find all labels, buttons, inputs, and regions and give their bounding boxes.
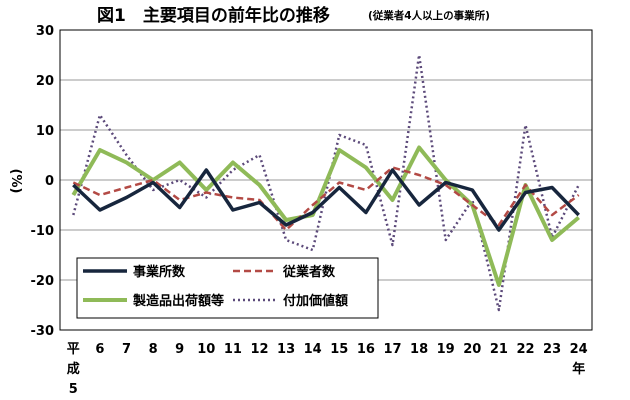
legend-label-2: 製造品出荷額等 [132,293,224,309]
x-tick-label: 9 [175,342,184,357]
x-tick-label: 成 [67,361,80,377]
y-tick-label: 0 [45,174,54,189]
y-axis: 30 20 10 0 -10 -20 -30 [31,24,55,339]
legend-box [76,257,379,319]
legend-label-3: 付加価値額 [283,293,348,309]
y-tick-label: -20 [31,274,55,289]
y-tick-label: 10 [36,124,54,139]
x-tick-label: 19 [437,342,455,357]
x-tick-label: 平 [67,342,80,357]
legend-label-1: 従業者数 [282,264,336,280]
svg-text:(%): (%) [8,169,23,194]
x-tick-label: 5 [69,382,78,397]
x-tick-label: 16 [357,342,375,357]
x-tick-label: 15 [330,342,348,357]
y-tick-label: -10 [31,224,55,239]
y-tick-label: -30 [31,324,55,339]
x-tick-label: 18 [410,342,428,357]
x-tick-label: 13 [277,342,295,357]
plot-area [59,29,593,331]
x-tick-label: 年 [572,361,585,377]
x-tick-label: 10 [197,342,215,357]
x-tick-label: 24 [570,342,588,357]
x-tick-label: 7 [122,342,131,357]
chart-subtitle: (従業者4人以上の事業所) [368,9,490,22]
x-tick-label: 17 [383,342,401,357]
chart-title: 図1 主要項目の前年比の推移 [97,5,330,26]
x-tick-label: 23 [543,342,561,357]
x-tick-label: 11 [224,342,242,357]
x-tick-label: 21 [490,342,508,357]
y-tick-label: 30 [36,24,54,39]
series-line-0 [72,168,580,232]
x-tick-label: 12 [250,342,268,357]
x-axis: 平成 5 6 7 8 9 10 11 12 13 14 15 16 17 18 19 20 21 22 23 24 年 [67,342,588,397]
series-lines [71,53,580,312]
x-tick-label: 8 [149,342,158,357]
x-tick-label: 20 [463,342,481,357]
x-tick-label: 22 [516,342,534,357]
series-line-2 [71,145,580,287]
y-axis-label: (%) [8,169,23,194]
y-tick-label: 20 [36,74,54,89]
x-tick-label: 6 [95,342,104,357]
legend-label-0: 事業所数 [133,264,186,280]
x-tick-label: 14 [304,342,322,357]
